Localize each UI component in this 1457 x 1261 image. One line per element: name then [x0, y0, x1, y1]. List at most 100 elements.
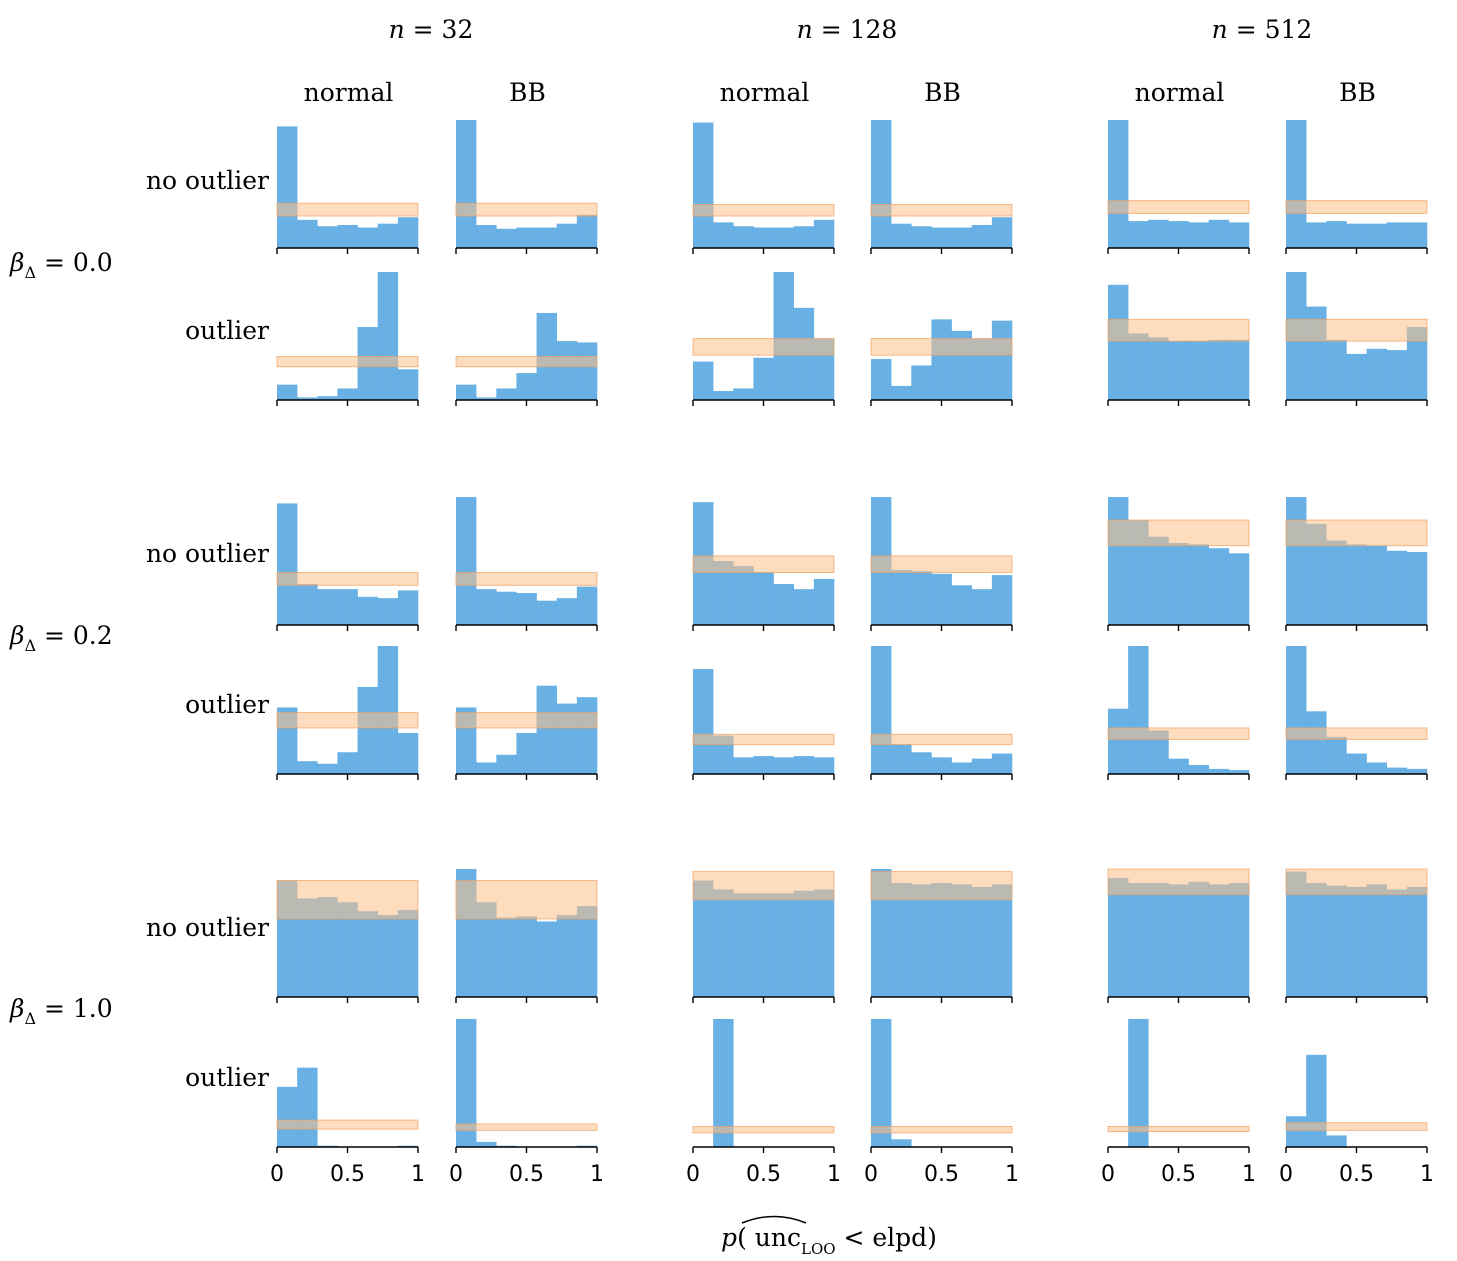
histogram-bar	[753, 357, 774, 400]
uniform-band	[276, 202, 419, 217]
histogram-bar	[1128, 520, 1149, 625]
histogram-bar	[496, 228, 517, 248]
histogram-bar	[1386, 889, 1408, 997]
histogram-bar	[1168, 341, 1189, 400]
histogram-bar	[1108, 877, 1129, 997]
uniform-band	[692, 338, 835, 356]
histogram-bar	[357, 227, 379, 248]
uniform-band	[692, 871, 835, 901]
histogram-bar	[397, 369, 419, 400]
histogram-bar	[911, 365, 932, 400]
histogram-bar	[931, 227, 952, 248]
histogram-bar	[1168, 758, 1189, 774]
x-tick-label: 0	[1101, 1162, 1115, 1187]
histogram-bar	[297, 761, 318, 774]
histogram-bar	[693, 122, 714, 248]
histogram-bar	[1148, 883, 1169, 997]
panel-r1-c6	[1285, 120, 1428, 254]
row-label: no outlier	[146, 539, 269, 568]
histogram-bar	[317, 897, 338, 997]
histogram-bar	[1148, 730, 1169, 774]
histogram-bar	[971, 758, 993, 774]
x-tick-label: 0.5	[509, 1162, 544, 1187]
histogram-bar	[793, 589, 815, 625]
x-tick-label: 0.5	[330, 1162, 365, 1187]
histogram-bar	[693, 669, 714, 774]
histogram-bar	[793, 226, 815, 248]
histogram-bar	[813, 757, 835, 774]
x-tick-label: 0	[270, 1162, 284, 1187]
x-axis-label-hat	[741, 1215, 807, 1224]
uniform-band	[1107, 200, 1250, 214]
histogram-bar	[1108, 120, 1129, 248]
histogram-bar	[733, 388, 754, 400]
histogram-bar	[713, 1019, 734, 1147]
histogram-bar	[377, 915, 399, 997]
histogram-bar	[1228, 883, 1250, 997]
histogram-bar	[773, 227, 795, 248]
panel-r5-c2	[455, 869, 598, 1003]
histogram-bar	[556, 341, 578, 400]
histogram-bar	[576, 342, 598, 400]
uniform-band	[692, 555, 835, 574]
n-symbol: n	[797, 15, 813, 44]
histogram-bar	[991, 884, 1013, 997]
panel-r2-c3	[692, 272, 835, 406]
histogram-bar	[693, 361, 714, 400]
uniform-band	[455, 355, 598, 368]
histogram-bar	[1228, 770, 1250, 774]
histogram-bar	[1208, 548, 1230, 625]
uniform-band	[870, 338, 1013, 356]
uniform-band	[276, 880, 419, 920]
histogram-bar	[911, 571, 932, 625]
row-label: no outlier	[146, 166, 269, 195]
histogram-bar	[1406, 222, 1428, 248]
histogram-bar	[456, 384, 477, 400]
histogram-bar	[1306, 1054, 1327, 1147]
histogram-bar	[793, 890, 815, 997]
x-tick-label: 0.5	[1161, 1162, 1196, 1187]
histogram-bar	[337, 224, 358, 248]
histogram-bar	[753, 756, 774, 774]
beta-subscript: Δ	[24, 263, 36, 282]
histogram-bar	[1286, 646, 1307, 774]
uniform-band	[692, 733, 835, 746]
histogram-bar	[1386, 767, 1408, 774]
beta-value: = 0.0	[36, 248, 113, 277]
n-symbol: n	[1212, 15, 1228, 44]
histogram-bar	[516, 227, 537, 248]
panel-r6-c2: 0 0.5 1	[449, 1019, 604, 1187]
histogram-bar	[456, 497, 477, 625]
uniform-band	[1285, 727, 1428, 740]
histogram-bar	[1188, 765, 1210, 774]
histogram-bar	[1188, 341, 1210, 400]
histogram-bar	[971, 224, 993, 248]
panel-r6-c4: 0 0.5 1	[864, 1019, 1019, 1187]
histogram-bar	[377, 223, 399, 248]
histogram-bar	[1326, 339, 1347, 400]
histogram-bar	[871, 359, 892, 400]
uniform-band	[1107, 1126, 1250, 1133]
histogram-bar	[1148, 536, 1169, 625]
histogram-bar	[931, 319, 952, 400]
panel-r6-c3: 0 0.5 1	[686, 1019, 841, 1187]
x-tick-label: 1	[827, 1162, 841, 1187]
x-tick-label: 1	[411, 1162, 425, 1187]
method-label: BB	[509, 78, 546, 107]
histogram-bar	[1366, 348, 1388, 400]
histogram-bar	[516, 373, 537, 400]
uniform-band	[455, 712, 598, 729]
beta-label: βΔ = 1.0	[9, 994, 113, 1028]
histogram-bar	[476, 224, 497, 248]
histogram-bar	[496, 917, 517, 997]
x-axis-label-sub: LOO	[801, 1240, 836, 1258]
histogram-bar	[931, 883, 952, 997]
histogram-bar	[971, 886, 993, 997]
n-label: n = 512	[1212, 15, 1313, 44]
histogram-bar	[1188, 222, 1210, 248]
histogram-bar	[1406, 886, 1428, 997]
histogram-bar	[991, 320, 1013, 400]
histogram-bar	[813, 578, 835, 625]
panel-r2-c2	[455, 312, 598, 406]
histogram-bar	[576, 906, 598, 997]
